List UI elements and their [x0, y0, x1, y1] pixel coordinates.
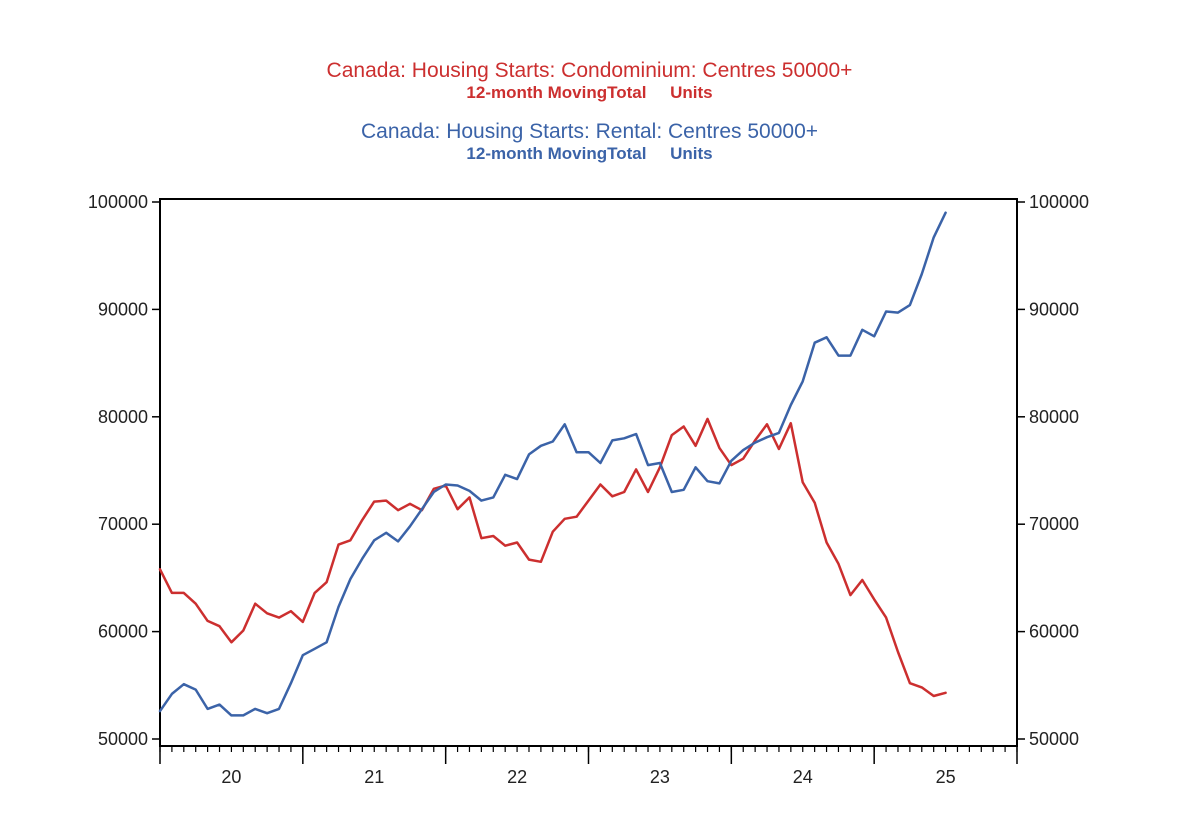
y-tick-label-right: 60000 — [1029, 622, 1079, 642]
y-tick-label-right: 100000 — [1029, 192, 1089, 212]
chart-title-condo: Canada: Housing Starts: Condominium: Cen… — [0, 59, 1179, 103]
y-tick-label-left: 90000 — [98, 299, 148, 319]
condo-title: Canada: Housing Starts: Condominium: Cen… — [326, 59, 853, 82]
x-tick-label: 24 — [793, 767, 813, 787]
y-tick-label-left: 80000 — [98, 407, 148, 427]
y-tick-label-left: 60000 — [98, 622, 148, 642]
chart-title-rental: Canada: Housing Starts: Rental: Centres … — [0, 120, 1179, 164]
x-tick-label: 23 — [650, 767, 670, 787]
y-tick-label-left: 50000 — [98, 729, 148, 749]
condo-subtitle: 12-month MovingTotal Units — [466, 83, 713, 102]
x-tick-label: 22 — [507, 767, 527, 787]
series-line-condo — [158, 417, 947, 698]
y-tick-label-right: 70000 — [1029, 514, 1079, 534]
x-tick-label: 21 — [364, 767, 384, 787]
rental-subtitle: 12-month MovingTotal Units — [466, 144, 713, 163]
y-tick-label-right: 80000 — [1029, 407, 1079, 427]
y-tick-label-right: 50000 — [1029, 729, 1079, 749]
plot-frame — [159, 198, 1018, 747]
x-tick-label: 25 — [936, 767, 956, 787]
y-tick-label-left: 100000 — [88, 192, 148, 212]
series-line-rental — [158, 211, 947, 717]
rental-title: Canada: Housing Starts: Rental: Centres … — [360, 120, 819, 143]
x-tick-label: 20 — [221, 767, 241, 787]
y-tick-label-right: 90000 — [1029, 299, 1079, 319]
y-tick-label-left: 70000 — [98, 514, 148, 534]
